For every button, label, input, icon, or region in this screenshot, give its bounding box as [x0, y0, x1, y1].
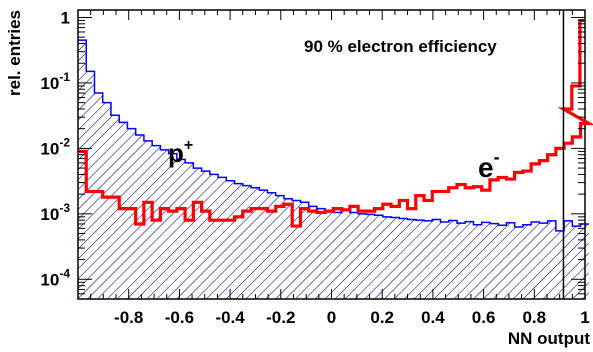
x-tick-label: 0.2 [370, 308, 394, 327]
x-tick-label: 0 [327, 308, 336, 327]
y-tick-label: 10-4 [40, 266, 70, 289]
y-tick-label: 1 [61, 8, 70, 27]
x-tick-label: -0.6 [165, 308, 194, 327]
efficiency-annotation: 90 % electron efficiency [304, 37, 497, 56]
x-tick-label: 1 [580, 308, 589, 327]
proton-hatch-fill [78, 40, 589, 300]
x-tick-label: -0.4 [215, 308, 245, 327]
x-tick-label: 0.4 [421, 308, 445, 327]
x-tick-label: 0.8 [522, 308, 546, 327]
y-tick-label: 10-2 [40, 135, 70, 158]
proton-label-sup: + [184, 137, 193, 154]
electron-histogram [78, 18, 593, 228]
x-tick-label: -0.8 [114, 308, 143, 327]
electron-outline [78, 18, 593, 228]
electron-label-base: e [478, 152, 494, 183]
x-tick-label: 0.6 [472, 308, 496, 327]
proton-label-base: p [168, 138, 184, 168]
proton-histogram [78, 39, 589, 300]
y-tick-label: 10-1 [40, 70, 70, 93]
y-tick-label: 10-3 [40, 201, 70, 224]
proton-label: p+ [168, 137, 193, 168]
y-axis-ticks: 1 10-1 10-2 10-3 10-4 [40, 8, 585, 300]
x-axis-title: NN output [508, 329, 590, 348]
y-axis-title: rel. entries [5, 10, 24, 96]
electron-label: e- [478, 147, 500, 183]
x-axis-ticks: -0.8 -0.6 -0.4 -0.2 0 0.2 0.4 0.6 0.8 1 [77, 10, 590, 327]
electron-label-sup: - [494, 147, 500, 167]
x-tick-label: -0.2 [266, 308, 295, 327]
